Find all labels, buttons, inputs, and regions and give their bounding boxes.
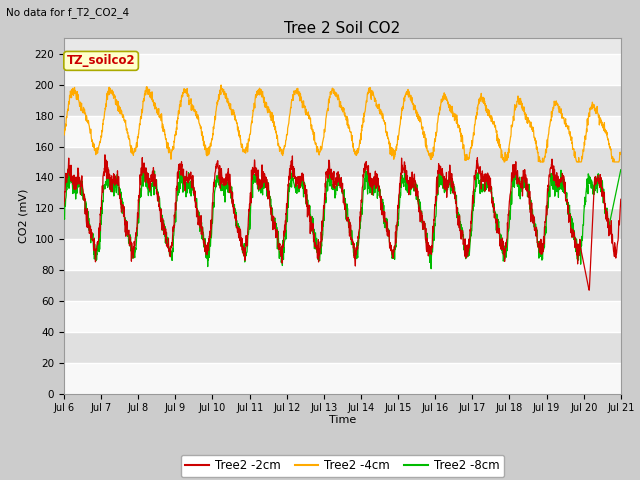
Bar: [64, 116, 621, 146]
Text: No data for f_T2_CO2_4: No data for f_T2_CO2_4: [6, 7, 129, 18]
Title: Tree 2 Soil CO2: Tree 2 Soil CO2: [284, 21, 401, 36]
X-axis label: Time: Time: [329, 415, 356, 425]
Bar: [64, 332, 621, 363]
Bar: [64, 239, 621, 270]
Bar: [64, 270, 621, 301]
Bar: [64, 363, 621, 394]
Bar: [64, 146, 621, 178]
Bar: [64, 54, 621, 85]
Bar: [64, 208, 621, 239]
Legend: Tree2 -2cm, Tree2 -4cm, Tree2 -8cm: Tree2 -2cm, Tree2 -4cm, Tree2 -8cm: [180, 455, 504, 477]
Text: TZ_soilco2: TZ_soilco2: [67, 54, 136, 67]
Y-axis label: CO2 (mV): CO2 (mV): [19, 189, 29, 243]
Bar: [64, 178, 621, 208]
Bar: [64, 85, 621, 116]
Bar: [64, 301, 621, 332]
